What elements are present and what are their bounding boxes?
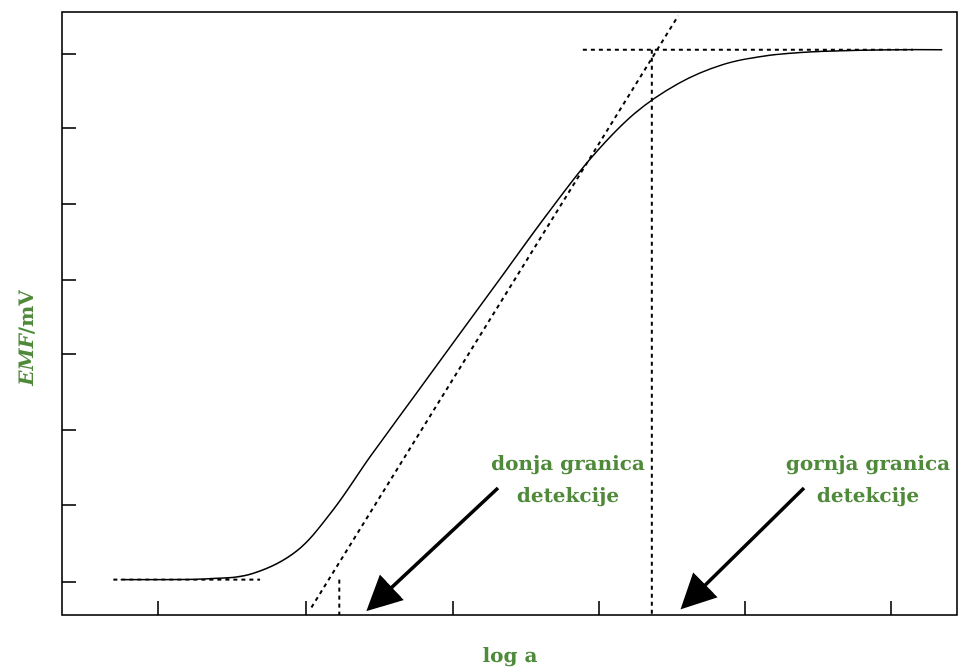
- x-axis-label: log a: [483, 643, 538, 667]
- x-axis-ticks: [157, 601, 892, 615]
- annotation-arrow: [366, 486, 500, 612]
- series-line: [120, 48, 943, 581]
- y-axis-label-italic: EMF: [14, 332, 38, 386]
- annotation-label-line1: donja granica: [491, 451, 645, 475]
- annotation-label-line2: detekcije: [517, 483, 619, 507]
- y-axis-label-unit: /mV: [14, 290, 38, 334]
- annotation-label-line2: detekcije: [817, 483, 919, 507]
- y-axis-label: EMF/mV: [14, 290, 38, 387]
- annotations: donja granica detekcije gornja granica dete…: [366, 451, 950, 612]
- annotation-label-line1: gornja granica: [786, 451, 950, 475]
- annotation-arrow: [680, 486, 806, 610]
- y-axis-ticks: [62, 53, 76, 583]
- plot-frame: [61, 11, 958, 616]
- tangent-line: [310, 15, 680, 608]
- guide-lines: [113, 15, 913, 615]
- series-lines: [120, 48, 943, 581]
